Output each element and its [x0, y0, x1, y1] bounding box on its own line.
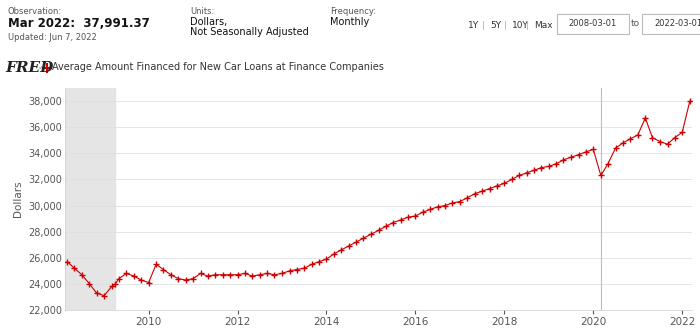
Text: Monthly: Monthly [330, 17, 370, 27]
Text: Observation:: Observation: [8, 7, 62, 16]
Text: 2022-03-01: 2022-03-01 [654, 19, 700, 28]
Text: |: | [482, 20, 485, 29]
Text: FRED: FRED [5, 60, 53, 75]
Text: Not Seasonally Adjusted: Not Seasonally Adjusted [190, 27, 309, 37]
Text: 2008-03-01: 2008-03-01 [569, 19, 617, 28]
Text: 1Y: 1Y [468, 20, 479, 29]
Text: Updated: Jun 7, 2022: Updated: Jun 7, 2022 [8, 33, 97, 42]
Text: Average Amount Financed for New Car Loans at Finance Companies: Average Amount Financed for New Car Loan… [52, 62, 384, 73]
Text: to: to [631, 19, 640, 28]
FancyBboxPatch shape [642, 14, 700, 34]
Text: 10Y: 10Y [512, 20, 529, 29]
Text: 5Y: 5Y [490, 20, 501, 29]
Text: Units:: Units: [190, 7, 214, 16]
Text: Dollars,: Dollars, [190, 17, 228, 27]
Text: |: | [526, 20, 529, 29]
Y-axis label: Dollars: Dollars [13, 181, 22, 217]
Text: Mar 2022:  37,991.37: Mar 2022: 37,991.37 [8, 17, 150, 30]
Text: Max: Max [534, 20, 552, 29]
Text: |: | [504, 20, 507, 29]
FancyBboxPatch shape [557, 14, 629, 34]
Text: Frequency:: Frequency: [330, 7, 376, 16]
Text: ✓: ✓ [38, 63, 45, 72]
Bar [65, 88, 116, 310]
